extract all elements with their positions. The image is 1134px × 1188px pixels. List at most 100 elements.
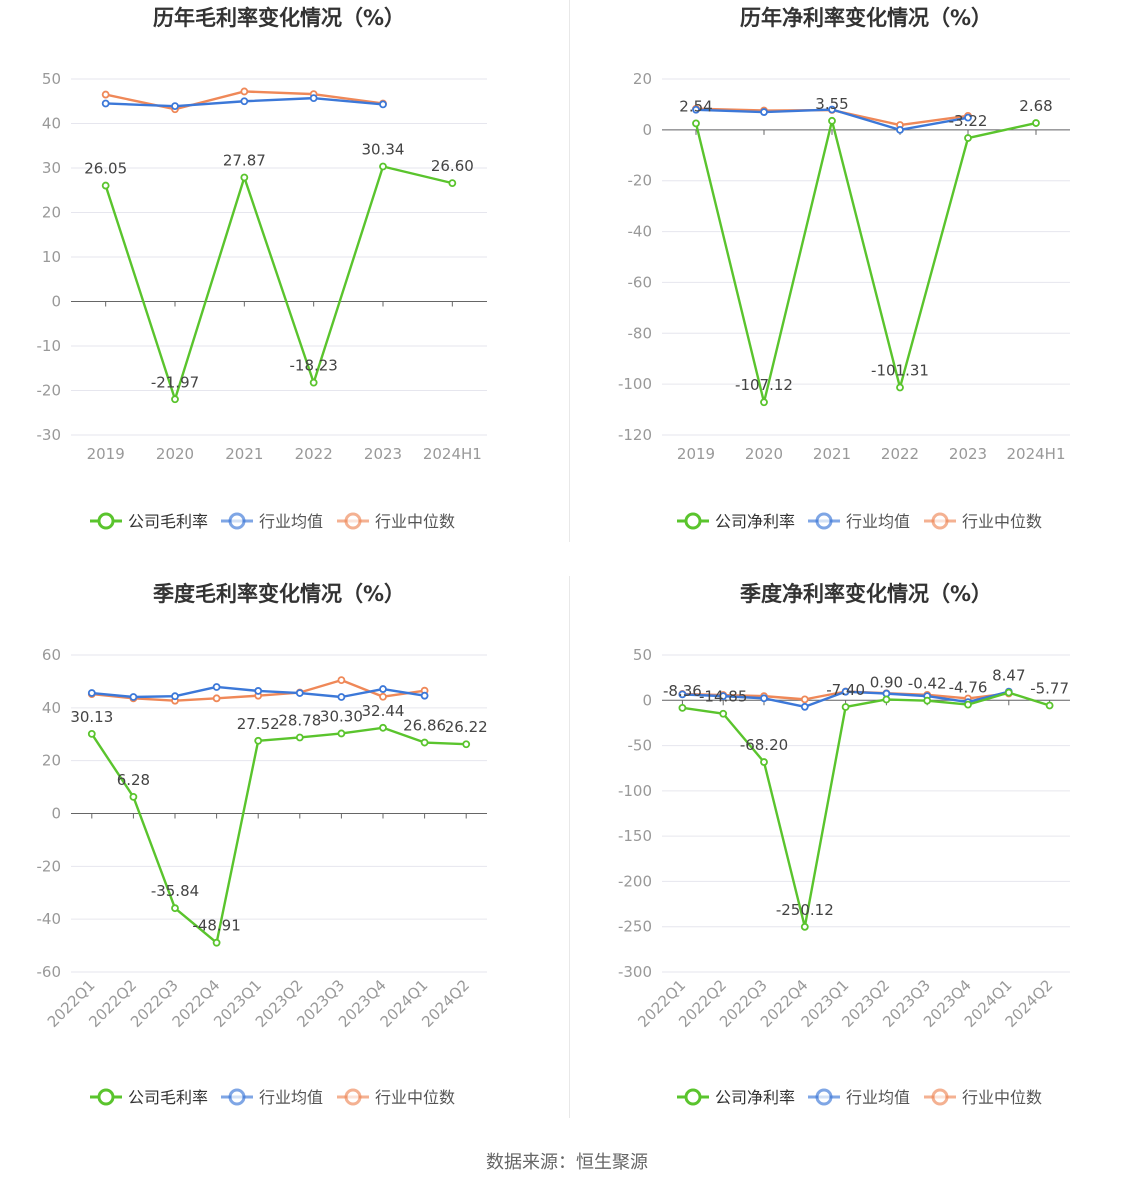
data-label: 2.54 (679, 97, 712, 115)
chart-title: 季度净利率变化情况（%） (740, 582, 992, 606)
data-label: -250.12 (776, 901, 834, 919)
data-point-company (841, 703, 850, 711)
data-point-avg (719, 692, 728, 701)
legend-marker-median (931, 512, 949, 530)
data-point-avg (295, 689, 304, 697)
data-point-company (964, 134, 972, 142)
x-tick-label: 2023 (949, 445, 987, 463)
data-label: -101.31 (871, 361, 929, 379)
data-point-avg (309, 94, 318, 103)
data-label: -7.40 (826, 681, 865, 699)
data-point-avg (760, 108, 768, 116)
data-point-avg (240, 97, 249, 106)
data-point-avg (379, 100, 387, 109)
data-label: -68.20 (740, 736, 788, 754)
data-point-avg (841, 687, 850, 696)
data-point-company (1004, 688, 1013, 697)
data-label: 26.05 (84, 160, 127, 178)
data-label: 26.86 (403, 717, 446, 735)
y-tick-label: 0 (51, 805, 61, 823)
legend-marker-company (684, 512, 702, 530)
legend-label: 行业中位数 (962, 1088, 1042, 1107)
y-tick-label: -30 (37, 426, 62, 444)
data-point-avg (129, 693, 138, 701)
data-point-avg (212, 683, 221, 691)
y-tick-label: -40 (628, 223, 653, 241)
data-label: 3.55 (815, 95, 848, 113)
data-point-avg (171, 692, 179, 701)
y-tick-label: -40 (37, 910, 62, 928)
data-point-company (692, 119, 700, 128)
data-label: -48.91 (192, 917, 240, 935)
data-point-company (254, 736, 263, 745)
y-tick-label: -20 (37, 382, 62, 400)
data-point-company (882, 695, 891, 704)
data-point-avg (828, 105, 836, 114)
data-point-avg (896, 125, 904, 134)
data-label: -35.84 (151, 882, 199, 900)
data-point-avg (678, 690, 687, 699)
data-label: 6.28 (117, 771, 150, 789)
x-tick-label: 2024H1 (1007, 445, 1066, 463)
chart-quarterly-gross-margin: 季度毛利率变化情况（%） 60 40 20 0 -20 -40 -60 2022Q1 2022Q2… (0, 576, 567, 1152)
legend-marker-avg (228, 1088, 246, 1106)
y-tick-label: 0 (642, 691, 652, 709)
data-point-company (212, 938, 221, 947)
data-point-avg (87, 689, 96, 697)
y-tick-label: -20 (628, 172, 653, 190)
legend-marker-company (97, 512, 115, 530)
legend-label: 公司毛利率 (128, 1088, 208, 1107)
data-label: -107.12 (735, 376, 793, 394)
data-point-median (212, 694, 221, 703)
data-point-avg (337, 693, 346, 701)
chart-quarterly-net-margin: 季度净利率变化情况（%） 50 0 -50 -100 -150 -200 -250 -300 20… (567, 576, 1134, 1152)
legend-label: 公司净利率 (715, 512, 795, 531)
chart-title: 季度毛利率变化情况（%） (153, 582, 405, 606)
data-label: -4.76 (949, 679, 988, 697)
y-tick-label: 0 (642, 121, 652, 139)
y-tick-label: -100 (618, 782, 652, 800)
data-point-company (309, 378, 318, 387)
y-tick-label: 50 (42, 70, 61, 88)
legend-marker-avg (815, 512, 833, 530)
data-point-median (800, 695, 809, 704)
data-point-company (337, 729, 346, 738)
y-tick-label: -120 (618, 426, 652, 444)
panel-divider-bottom (569, 576, 570, 1118)
panel-divider-top (569, 0, 570, 542)
data-point-company (760, 758, 768, 766)
x-tick-label: 2021 (225, 445, 263, 463)
y-tick-label: -300 (618, 963, 652, 981)
chart-title: 历年净利率变化情况（%） (740, 6, 992, 30)
data-label: 30.30 (320, 707, 363, 725)
chart-svg: 历年毛利率变化情况（%） 50 40 30 20 10 0 -10 -20 -30 2019 2020… (37, 6, 487, 531)
chart-annual-gross-margin: 历年毛利率变化情况（%） 50 40 30 20 10 0 -10 -20 -30 2019 2020… (0, 0, 567, 576)
legend-marker-company (97, 1088, 115, 1106)
data-label: -14.85 (699, 688, 747, 706)
data-label: 27.52 (237, 715, 280, 733)
legend-label: 公司毛利率 (128, 512, 208, 531)
data-point-company (719, 709, 728, 718)
y-tick-label: -200 (618, 872, 652, 890)
legend-marker-median (931, 1088, 949, 1106)
legend-label: 公司净利率 (715, 1088, 795, 1107)
y-tick-label: 20 (42, 752, 61, 770)
data-label: 30.34 (362, 140, 405, 158)
y-tick-label: 30 (42, 159, 61, 177)
data-label: 0.90 (870, 673, 903, 691)
data-point-company (101, 181, 110, 190)
data-label: 26.22 (445, 718, 488, 736)
series-line-company (682, 691, 1050, 929)
series-line-company (90, 726, 467, 944)
y-tick-label: -50 (628, 737, 653, 755)
data-point-company (760, 398, 768, 407)
data-label: 28.78 (278, 711, 321, 729)
y-tick-label: 40 (42, 699, 61, 717)
data-point-avg (254, 687, 263, 695)
data-point-avg (760, 694, 768, 703)
data-point-median (337, 676, 346, 684)
data-point-company (171, 904, 179, 913)
chart-svg: 历年净利率变化情况（%） 20 0 -20 -40 -60 -80 -100 -120 2019 2… (618, 6, 1070, 531)
x-tick-label: 2019 (677, 445, 715, 463)
x-tick-label: 2019 (87, 445, 125, 463)
